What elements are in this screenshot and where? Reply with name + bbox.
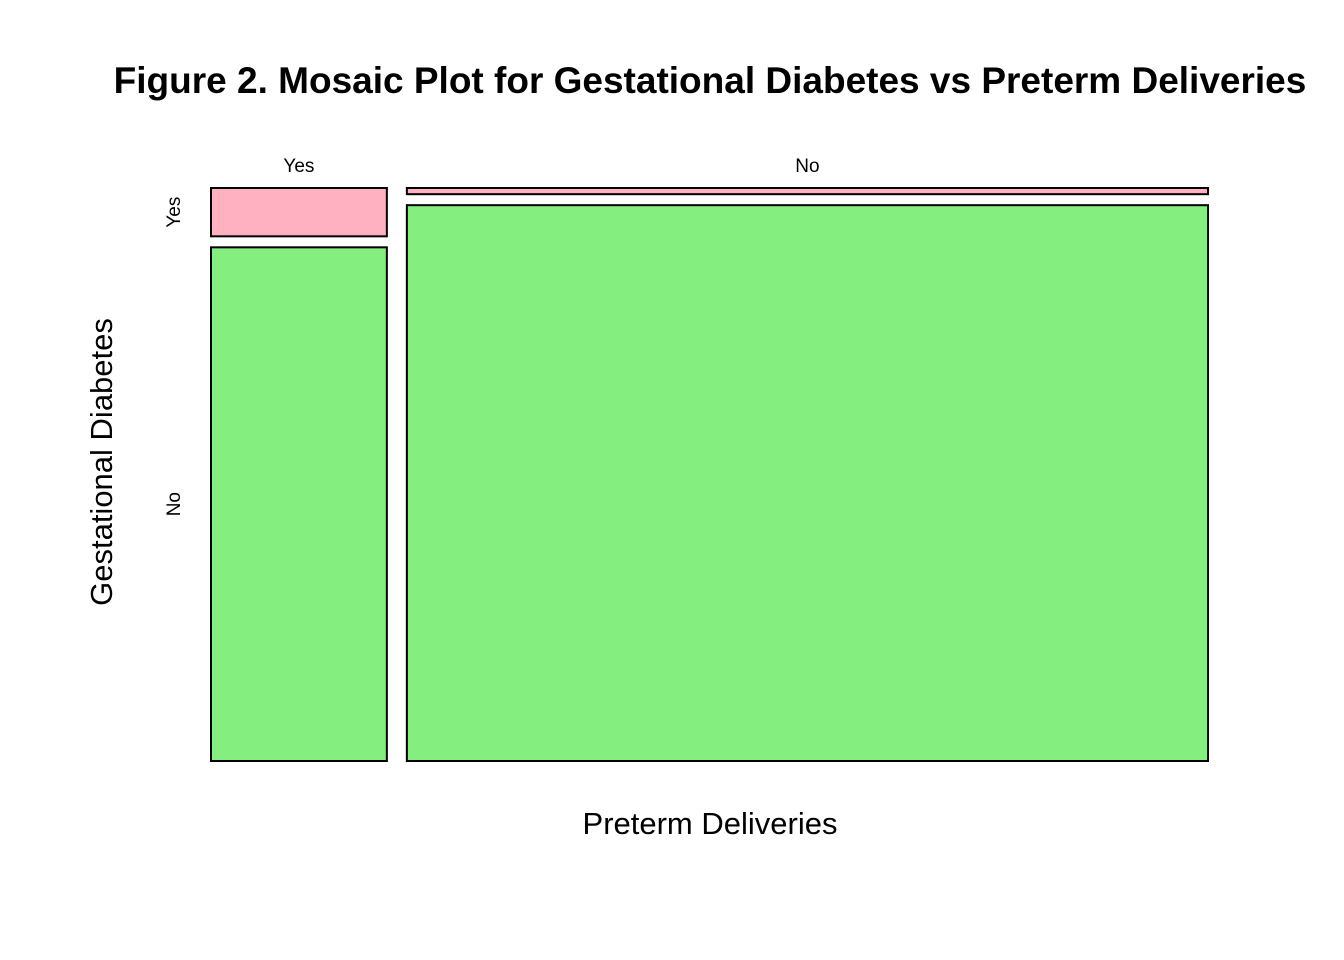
mosaic-tiles — [210, 187, 1209, 762]
mosaic-tile-x-no-y-no — [405, 204, 1209, 762]
y-axis-title: Gestational Diabetes — [84, 318, 119, 606]
x-level-labels: Yes No — [283, 156, 819, 177]
x-level-label-yes: Yes — [283, 156, 314, 177]
mosaic-tile-x-no-y-yes — [405, 187, 1209, 196]
y-level-label-yes: Yes — [164, 197, 185, 228]
x-axis-title: Preterm Deliveries — [583, 806, 838, 841]
chart-title: Figure 2. Mosaic Plot for Gestational Di… — [114, 60, 1307, 101]
mosaic-tile-x-yes-y-no — [210, 246, 388, 762]
x-level-label-no: No — [795, 156, 819, 177]
mosaic-tile-x-yes-y-yes — [210, 187, 388, 238]
y-level-label-no: No — [164, 492, 185, 516]
y-level-labels: Yes No — [164, 197, 185, 517]
